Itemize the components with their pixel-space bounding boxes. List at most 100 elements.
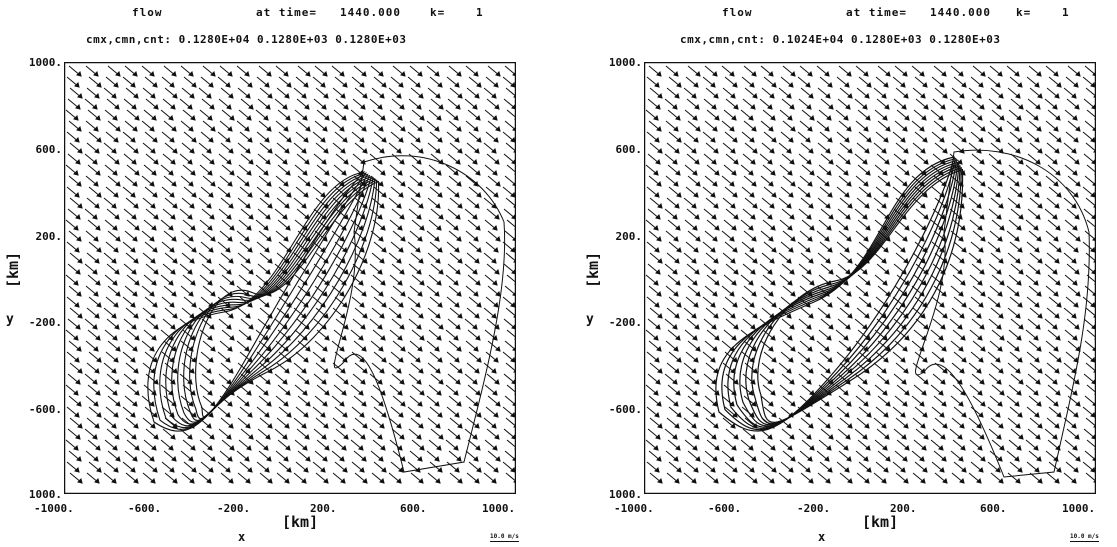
wind-arrow-head xyxy=(188,181,194,187)
wind-arrow-head xyxy=(225,137,231,143)
wind-arrow-head xyxy=(398,82,404,88)
wind-arrow-head xyxy=(286,192,292,198)
wind-arrow-head xyxy=(844,467,850,473)
wind-arrow-head xyxy=(264,82,270,88)
y-axis-unit: [km] xyxy=(584,251,602,288)
wind-arrow-head xyxy=(227,181,233,187)
wind-arrow-head xyxy=(73,225,79,231)
wind-arrow-head xyxy=(710,302,716,308)
wind-arrow-head xyxy=(805,82,811,88)
wind-arrow-head xyxy=(979,324,985,330)
wind-arrow-head xyxy=(787,445,793,451)
wind-arrow-head xyxy=(919,401,925,407)
wind-arrow-head xyxy=(921,225,927,231)
wind-arrow-head xyxy=(999,335,1005,341)
wind-arrow-head xyxy=(473,346,479,352)
wind-arrow-head xyxy=(730,313,736,319)
wind-arrow-head xyxy=(474,203,480,209)
wind-arrow-head xyxy=(379,423,385,429)
wind-arrow-head xyxy=(514,337,516,340)
wind-arrow-head xyxy=(265,104,271,110)
wind-arrow-head xyxy=(491,423,497,429)
y-tick: -600. xyxy=(608,403,642,416)
wind-arrow-head xyxy=(693,467,699,473)
wind-arrow-head xyxy=(1015,478,1021,484)
wind-arrow-head xyxy=(998,93,1004,99)
wind-arrow-head xyxy=(997,346,1003,352)
wind-arrow-head xyxy=(1036,401,1042,407)
wind-arrow-head xyxy=(511,324,516,330)
wind-arrow-head xyxy=(283,71,289,77)
wind-arrow-head xyxy=(1071,423,1077,429)
wind-arrow-head xyxy=(978,357,984,363)
wind-arrow-head xyxy=(73,445,79,451)
wind-arrow-head xyxy=(435,368,441,374)
wind-arrow-head xyxy=(491,258,497,264)
title-time: 1440.000 xyxy=(930,6,991,19)
wind-arrow-head xyxy=(455,324,461,330)
wind-arrow-head xyxy=(379,478,385,484)
wind-arrow-head xyxy=(657,478,663,484)
wind-arrow-head xyxy=(171,126,177,132)
wind-arrow-head xyxy=(305,291,311,297)
wind-arrow-head xyxy=(96,412,102,418)
wind-arrow-head xyxy=(676,192,682,198)
wind-arrow-head xyxy=(960,445,966,451)
wind-arrow-head xyxy=(693,137,699,143)
wind-arrow-head xyxy=(884,434,890,440)
wind-arrow-head xyxy=(322,126,328,132)
wind-arrow-head xyxy=(749,247,755,253)
wind-arrow-head xyxy=(286,137,292,143)
wind-arrow-head xyxy=(114,104,120,110)
wind-arrow-head xyxy=(711,269,717,275)
wind-arrow-head xyxy=(132,236,138,242)
wind-arrow xyxy=(1085,142,1096,152)
wind-arrow xyxy=(1086,164,1096,174)
wind-arrow-head xyxy=(653,390,659,396)
wind-arrow-head xyxy=(149,71,155,77)
wind-arrow-head xyxy=(809,445,815,451)
wind-arrow-head xyxy=(1015,368,1021,374)
wind-arrow-head xyxy=(789,104,795,110)
wind-arrow-head xyxy=(771,192,777,198)
outer-contour xyxy=(333,155,506,473)
wind-arrow-head xyxy=(712,71,718,77)
wind-arrow-head xyxy=(999,445,1005,451)
wind-arrow-head xyxy=(824,456,830,462)
wind-arrow-head xyxy=(248,214,254,220)
wind-arrow-head xyxy=(787,115,793,121)
wind-arrow-head xyxy=(323,478,329,484)
wind-arrow-head xyxy=(1094,447,1096,450)
wind-arrow-head xyxy=(654,467,660,473)
wind-arrow-head xyxy=(845,214,851,220)
wind-arrow-head xyxy=(303,137,309,143)
wind-arrow-head xyxy=(209,434,215,440)
wind-arrow-head xyxy=(864,313,870,319)
wind-arrow-head xyxy=(341,390,347,396)
wind-arrow-head xyxy=(672,159,678,165)
wind-arrow-head xyxy=(134,335,140,341)
wind-arrow-head xyxy=(456,126,462,132)
wind-arrow-head xyxy=(806,379,812,385)
wind-arrow-head xyxy=(94,478,100,484)
wind-arrow-head xyxy=(865,170,871,176)
wind-arrow xyxy=(1086,439,1096,449)
wind-arrow-head xyxy=(711,434,717,440)
wind-arrow-head xyxy=(672,269,678,275)
wind-arrow-head xyxy=(995,467,1001,473)
wind-arrow-head xyxy=(168,115,174,121)
wind-arrow-head xyxy=(416,269,422,275)
wind-arrow-head xyxy=(828,214,834,220)
wind-arrow-head xyxy=(695,401,701,407)
wind-arrow-head xyxy=(863,71,869,77)
wind-arrow-head xyxy=(827,357,833,363)
wind-arrow-head xyxy=(417,236,423,242)
wind-arrow-head xyxy=(920,93,926,99)
wind-arrow-head xyxy=(266,126,272,132)
wind-arrow-head xyxy=(209,269,215,275)
wind-arrow-head xyxy=(244,181,250,187)
wind-arrow-head xyxy=(825,93,831,99)
y-tick: 600. xyxy=(35,143,63,156)
wind-arrow-head xyxy=(1091,269,1096,275)
wind-arrow-head xyxy=(246,445,252,451)
